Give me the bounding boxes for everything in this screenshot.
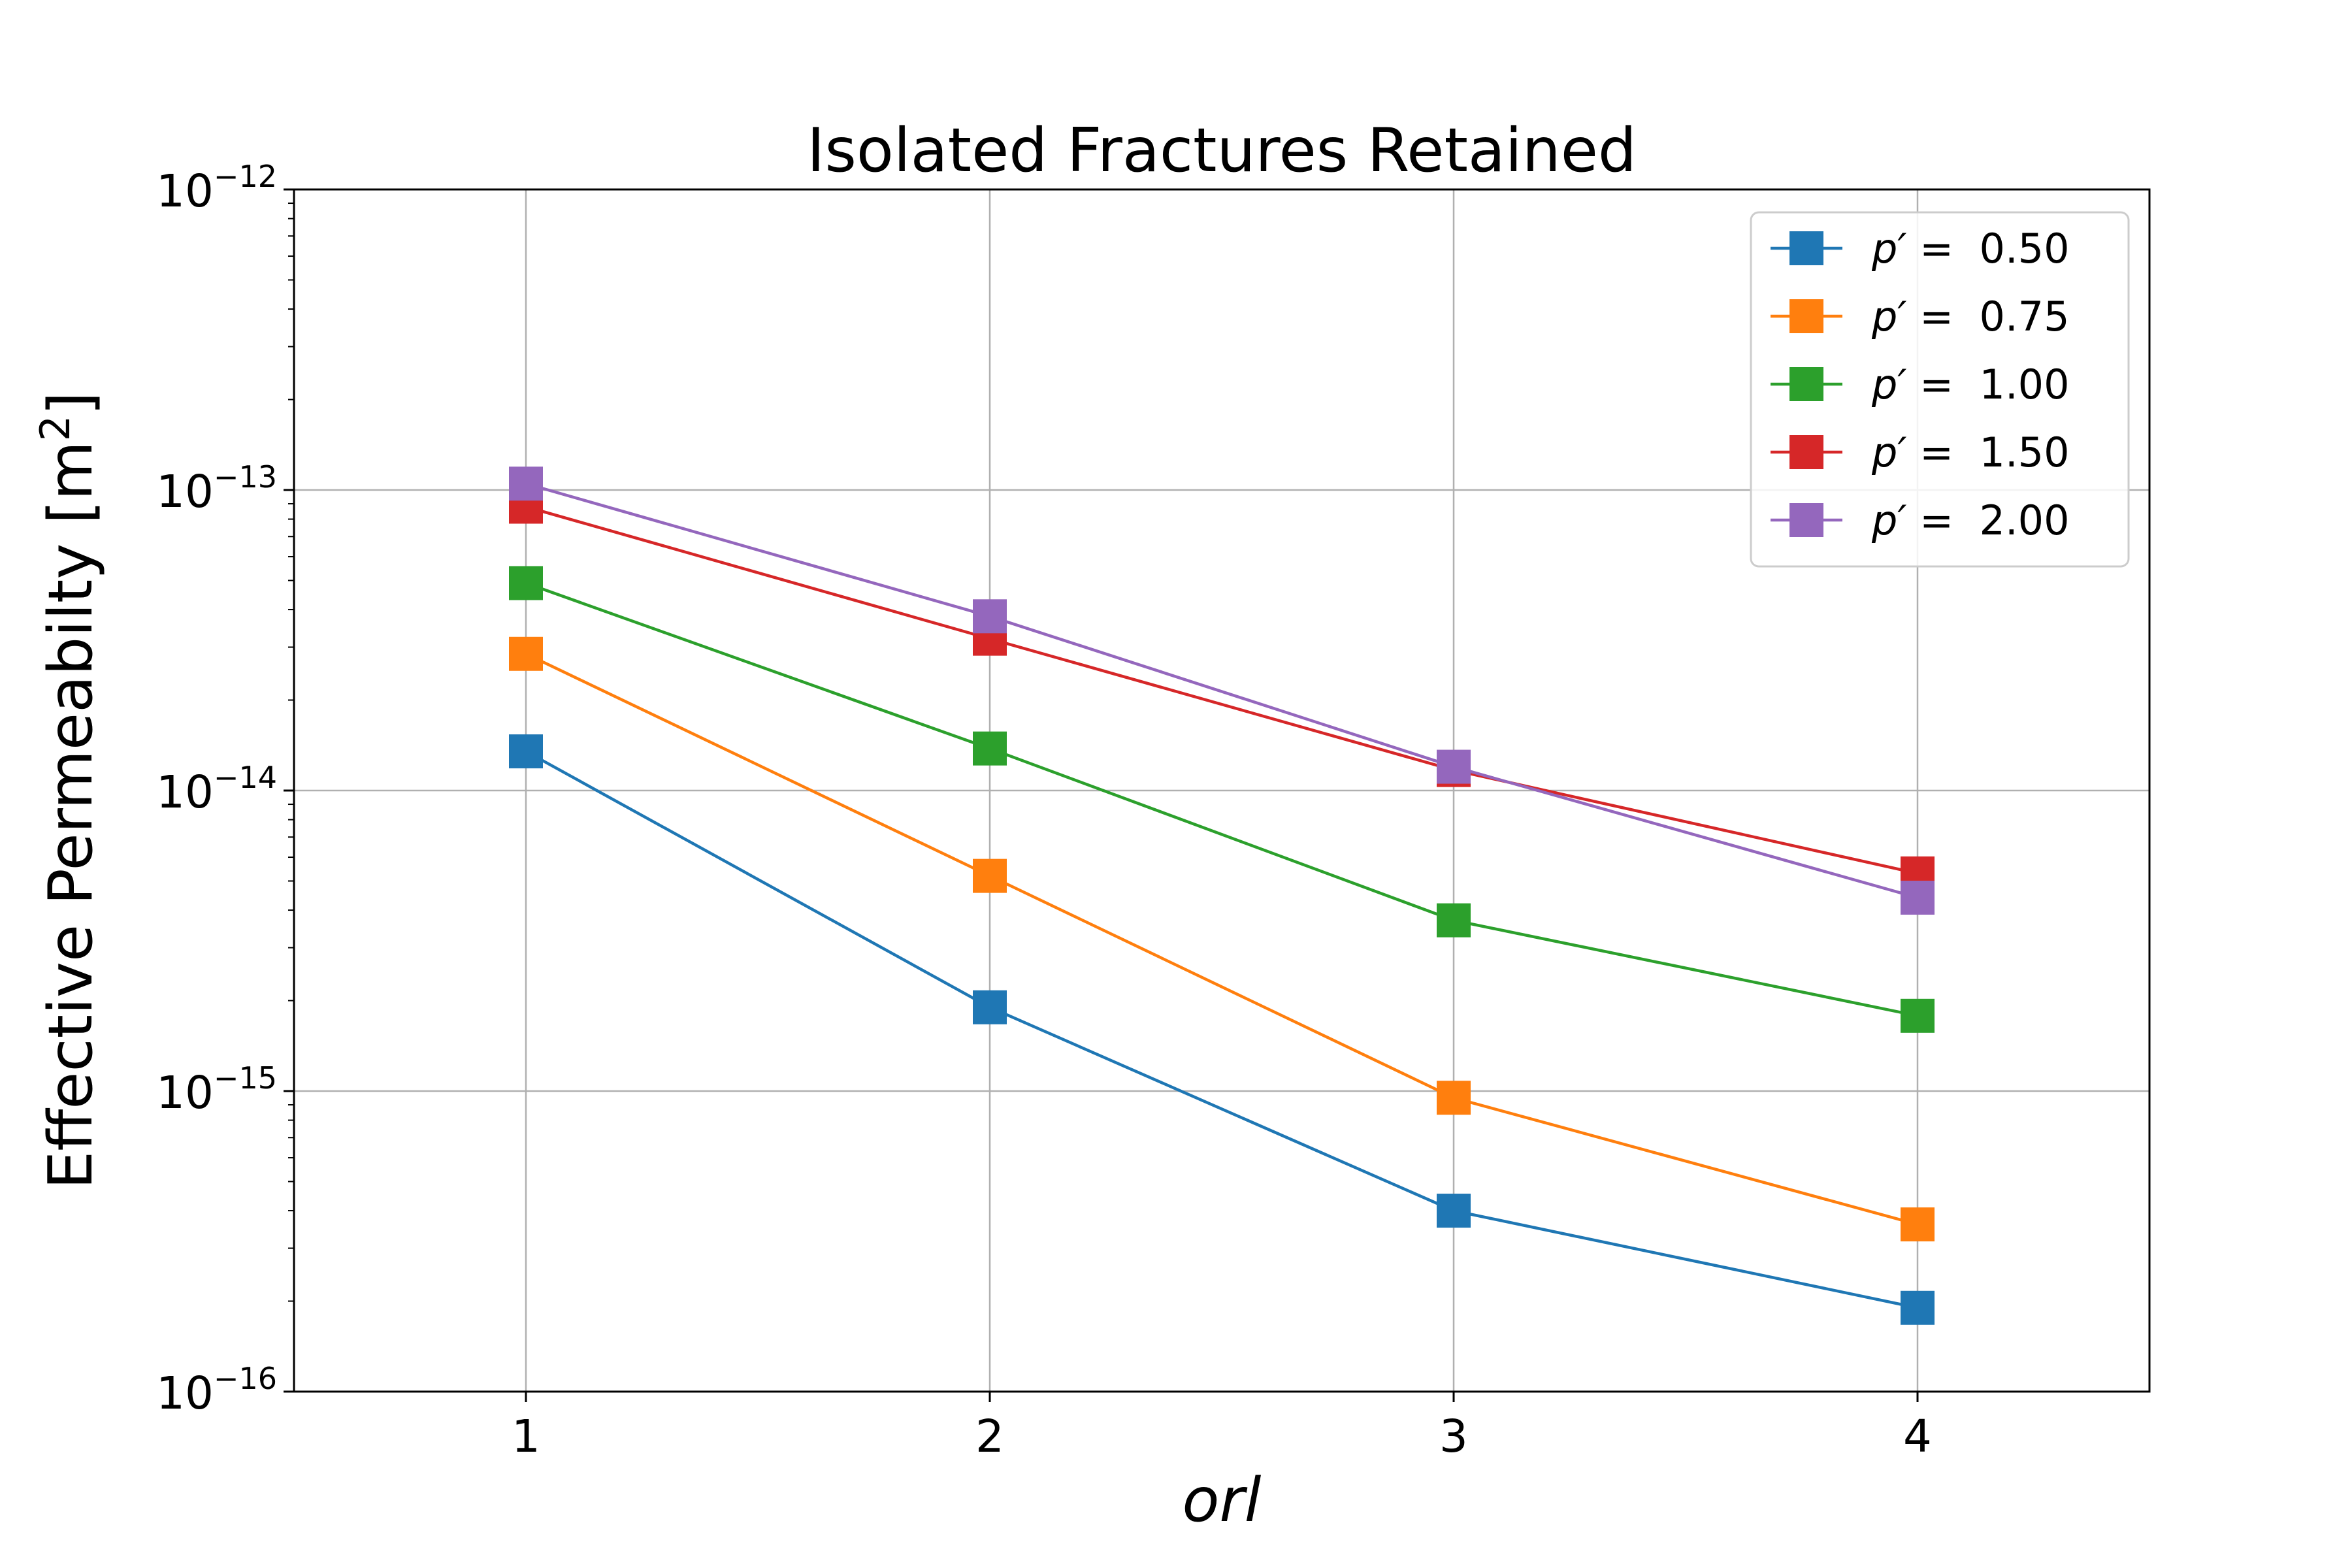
x-tick-label: 3 (1439, 1411, 1468, 1463)
data-point (1901, 1290, 1935, 1325)
data-point (509, 636, 543, 671)
series-line (525, 750, 1918, 1309)
data-point (1437, 1081, 1471, 1115)
y-tick-label: 10−15 (156, 1060, 277, 1119)
legend-marker (1789, 231, 1823, 265)
legend-item: p′ = 0.75 (1771, 293, 2070, 340)
y-axis-label-main: Effective Permeabilty [m (35, 441, 106, 1189)
y-tick-label: 10−16 (156, 1361, 277, 1420)
y-tick-label: 10−14 (156, 760, 277, 819)
legend-item: p′ = 0.50 (1771, 225, 2070, 272)
x-axis-label: orl (1183, 1465, 1262, 1535)
series-line (525, 482, 1918, 900)
data-point (1437, 903, 1471, 938)
legend-marker (1789, 299, 1823, 333)
y-axis-label-suffix: ] (35, 391, 106, 415)
data-point (509, 734, 543, 769)
legend-label: p′ = 0.75 (1871, 293, 2070, 340)
series-4 (509, 466, 1935, 915)
legend-label: p′ = 2.00 (1871, 497, 2070, 544)
legend-label: p′ = 0.50 (1871, 225, 2070, 272)
x-tick-label: 1 (512, 1411, 540, 1463)
y-axis-label-sup: 2 (31, 416, 79, 441)
legend-label: p′ = 1.00 (1871, 361, 2070, 408)
series-line (525, 505, 1918, 875)
data-point (973, 858, 1007, 893)
series-0 (509, 734, 1935, 1325)
data-point (509, 466, 543, 501)
series-line (525, 652, 1918, 1226)
data-point (1901, 1207, 1935, 1242)
y-tick-label: 10−13 (156, 459, 277, 518)
data-point (1901, 881, 1935, 915)
legend-marker (1789, 367, 1823, 401)
y-axis: 10−16 10−15 10−14 10−13 10−12 (156, 159, 294, 1420)
x-axis: 1 2 3 4 (512, 1392, 1932, 1463)
y-axis-label: Effective Permeabilty [m2] (31, 391, 106, 1189)
data-point (509, 566, 543, 600)
legend-item: p′ = 1.50 (1771, 429, 2070, 476)
data-point (1437, 1194, 1471, 1228)
series-line (525, 581, 1918, 1018)
legend-item: p′ = 2.00 (1771, 497, 2070, 544)
series-2 (509, 566, 1935, 1033)
series-1 (509, 636, 1935, 1242)
legend-box (1750, 211, 2130, 568)
chart-title: Isolated Fractures Retained (807, 115, 1637, 186)
data-point (973, 731, 1007, 766)
x-tick-label: 2 (975, 1411, 1004, 1463)
data-point (1901, 998, 1935, 1033)
series-layer (509, 466, 1935, 1325)
data-point (973, 990, 1007, 1024)
legend-marker (1789, 503, 1823, 537)
x-tick-label: 4 (1903, 1411, 1932, 1463)
legend-item: p′ = 1.00 (1771, 361, 2070, 408)
legend: p′ = 0.50 p′ = 0.75 p′ = 1.00 p′ = 1.50 p′ =… (1750, 211, 2130, 568)
legend-marker (1789, 435, 1823, 469)
data-point (1437, 749, 1471, 784)
legend-label: p′ = 1.50 (1871, 429, 2070, 476)
y-tick-label: 10−12 (156, 159, 277, 218)
data-point (973, 599, 1007, 634)
